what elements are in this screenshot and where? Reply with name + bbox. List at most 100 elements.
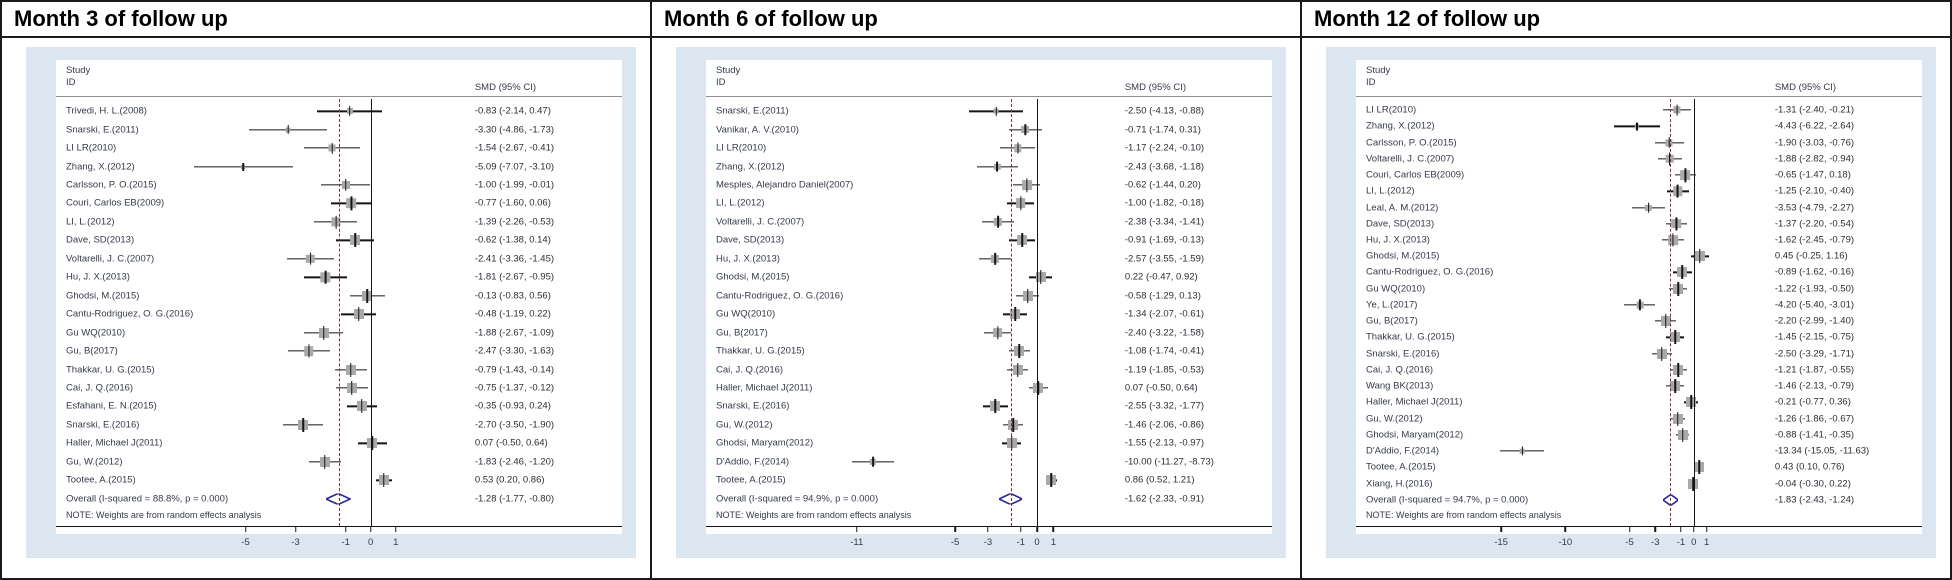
effect-marker-tick [349, 106, 351, 117]
study-id-label: Cai, J. Q.(2016) [1366, 364, 1434, 376]
smd-value: -0.77 (-1.60, 0.06) [474, 197, 551, 209]
effect-marker-tick [1639, 299, 1641, 311]
effect-marker-tick [1681, 427, 1684, 442]
smd-value: -0.35 (-0.93, 0.24) [474, 400, 551, 412]
effect-marker [346, 381, 357, 396]
effect-marker [993, 215, 1003, 229]
study-row: LI LR(2010) -1.17 (-2.24, -0.10) [706, 139, 1272, 157]
study-row: Voltarelli, J. C.(2007) -2.41 (-3.36, -1.… [56, 250, 622, 268]
study-row: Cantu-Rodriguez, O. G.(2016) -0.48 (-1.19… [56, 305, 622, 323]
smd-value: -3.53 (-4.79, -2.27) [1774, 202, 1855, 214]
smd-value: 0.07 (-0.50, 0.64) [1124, 382, 1198, 394]
study-id-label: Snarski, E.(2011) [66, 124, 139, 136]
axis-tick [856, 527, 858, 532]
axis-tick-label: -1 [1676, 537, 1686, 548]
smd-value: -0.62 (-1.44, 0.20) [1124, 179, 1201, 191]
study-row: Couri, Carlos EB(2009) -0.77 (-1.60, 0.06… [56, 194, 622, 212]
effect-marker [319, 454, 330, 469]
study-id-label: Snarski, E.(2016) [716, 400, 790, 412]
header-rule [56, 96, 622, 97]
study-row: Ghodsi, M.(2015) -0.13 (-0.83, 0.56) [56, 287, 622, 305]
panel-month-3: Month 3 of follow up Study ID SMD (95% C… [2, 2, 650, 578]
effect-marker-tick [1676, 411, 1679, 426]
axis-tick-label: -11 [850, 537, 864, 548]
effect-marker-tick [1014, 307, 1016, 322]
effect-marker-tick [1677, 184, 1679, 198]
smd-value: -1.22 (-1.93, -0.50) [1774, 283, 1855, 295]
effect-marker [346, 106, 353, 117]
effect-marker-tick [1684, 168, 1687, 182]
study-id-label: Tootee, A.(2015) [66, 474, 136, 486]
study-row: Gu WQ(2010) -1.88 (-2.67, -1.09) [56, 323, 622, 341]
study-id-label: Cantu-Rodriguez, O. G.(2016) [66, 308, 194, 320]
smd-value: -1.19 (-1.85, -0.53) [1124, 364, 1205, 376]
smd-value: -1.25 (-2.10, -0.40) [1774, 185, 1855, 197]
study-row: Snarski, E.(2016) -2.70 (-3.50, -1.90) [56, 416, 622, 434]
effect-marker-tick [994, 252, 996, 265]
study-row: Snarski, E.(2016) -2.50 (-3.29, -1.71) [1356, 346, 1922, 362]
effect-marker [1008, 417, 1019, 432]
study-row: Couri, Carlos EB(2009) -0.65 (-1.47, 0.18… [1356, 167, 1922, 183]
smd-value: -1.34 (-2.07, -0.61) [1124, 308, 1205, 320]
smd-value: -1.46 (-2.06, -0.86) [1124, 419, 1205, 431]
effect-marker-tick [1677, 362, 1680, 377]
smd-value: -1.45 (-2.15, -0.75) [1774, 331, 1855, 343]
effect-marker [1672, 411, 1683, 426]
study-row: Gu WQ(2010) -1.34 (-2.07, -0.61) [706, 305, 1272, 323]
study-id-label: Zhang, X.(2012) [66, 161, 135, 173]
plot-header: Study ID SMD (95% CI) [56, 60, 622, 96]
smd-value: -0.88 (-1.41, -0.35) [1774, 429, 1855, 441]
study-id-label: Tootee, A.(2015) [716, 474, 786, 486]
effect-marker [320, 270, 331, 284]
effect-marker-tick [872, 456, 874, 467]
study-id-label: Thakkar, U. G.(2015) [1366, 331, 1455, 343]
effect-marker-tick [996, 325, 999, 340]
study-id-label: Dave, SD(2013) [66, 234, 135, 246]
effect-marker [1660, 314, 1671, 329]
plot-background: Study ID SMD (95% CI) LI LR(2010) -1.31 (… [1326, 47, 1936, 558]
effect-marker [1673, 104, 1681, 116]
study-rows: Trivedi, H. L.(2008) -0.83 (-2.14, 0.47) S… [56, 97, 622, 510]
effect-marker [990, 399, 1001, 414]
effect-marker-tick [1012, 417, 1014, 432]
axis-tick [1693, 527, 1695, 532]
axis-tick-label: -5 [1625, 537, 1634, 548]
study-id-label: Snarski, E.(2011) [716, 105, 789, 117]
effect-marker [1680, 168, 1691, 182]
smd-value: -1.81 (-2.67, -0.95) [474, 271, 555, 283]
effect-marker-tick [351, 381, 353, 396]
effect-marker [1636, 299, 1644, 311]
effect-marker [241, 162, 246, 171]
smd-value: -1.39 (-2.26, -0.53) [474, 216, 555, 228]
axis-tick [1052, 527, 1055, 532]
study-row: Trivedi, H. L.(2008) -0.83 (-2.14, 0.47) [56, 102, 622, 120]
effect-marker [869, 456, 877, 467]
effect-marker-tick [1690, 395, 1692, 410]
effect-marker [1656, 346, 1667, 361]
effect-marker-tick [1660, 346, 1663, 361]
effect-marker [1634, 122, 1640, 131]
effect-marker-tick [1698, 460, 1701, 475]
effect-marker-tick [1677, 281, 1679, 296]
axis-tick-label: -15 [1494, 537, 1508, 548]
study-id-label: Gu WQ(2010) [66, 327, 126, 339]
smd-value: -2.41 (-3.36, -1.45) [474, 253, 555, 265]
study-id-label: LI LR(2010) [716, 142, 767, 154]
effect-marker-tick [1019, 196, 1022, 211]
study-id-label: Dave, SD(2013) [716, 234, 785, 246]
effect-marker [350, 233, 361, 248]
axis-tick [1019, 527, 1022, 532]
effect-marker [1673, 362, 1684, 377]
study-column-header: Study ID [716, 65, 740, 89]
study-id-label: LI LR(2010) [1366, 104, 1417, 116]
smd-value: -0.65 (-1.47, 0.18) [1774, 169, 1851, 181]
effect-marker [1694, 249, 1705, 264]
study-header-line2: ID [66, 77, 76, 88]
effect-marker-tick [1674, 330, 1676, 345]
overall-dashed-line [338, 99, 340, 526]
effect-marker-tick [1026, 288, 1029, 303]
study-id-label: Gu WQ(2010) [716, 308, 776, 320]
smd-value: -0.83 (-2.14, 0.47) [474, 105, 551, 117]
study-row: Dave, SD(2013) -0.91 (-1.69, -0.13) [706, 231, 1272, 249]
effect-marker-tick [994, 399, 997, 414]
